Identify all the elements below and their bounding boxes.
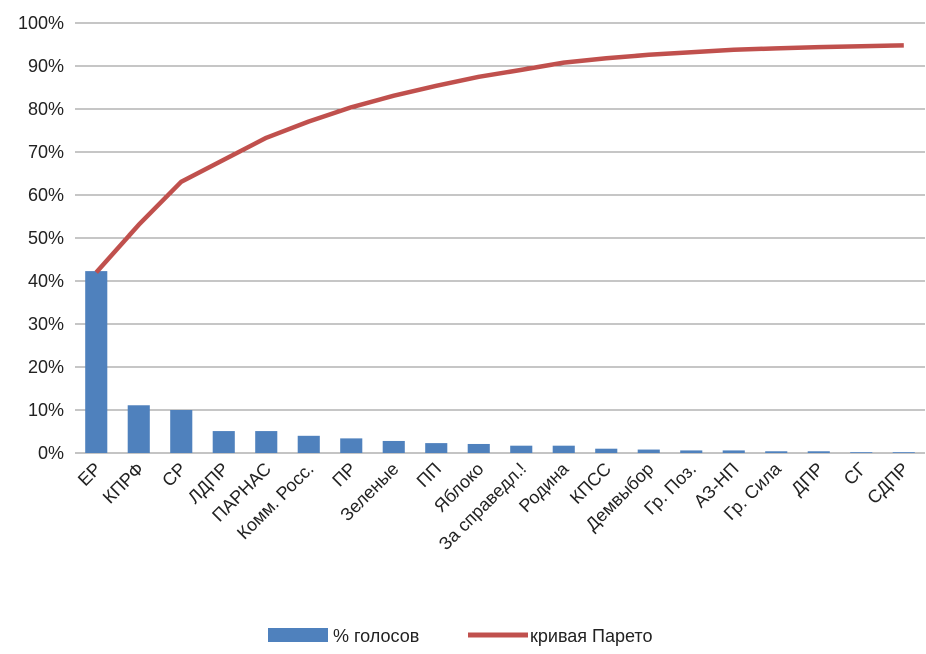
bar xyxy=(850,452,873,453)
bar xyxy=(425,443,448,453)
bar xyxy=(680,450,703,453)
y-tick-label: 90% xyxy=(28,56,64,76)
x-tick-label: СДПР xyxy=(863,459,912,508)
y-tick-label: 0% xyxy=(38,443,64,463)
bar-series xyxy=(85,271,915,453)
bar xyxy=(127,405,150,453)
bar xyxy=(467,443,490,453)
bar xyxy=(595,448,618,453)
legend-bar-label: % голосов xyxy=(333,626,419,646)
y-axis: 0% 10% 20% 30% 40% 50% 60% 70% 80% 90% 100% xyxy=(18,13,64,463)
bar xyxy=(552,445,575,453)
bar xyxy=(722,450,745,453)
bar xyxy=(892,452,915,453)
bar xyxy=(637,449,660,453)
bar xyxy=(382,440,405,453)
grid-lines xyxy=(75,22,925,454)
legend-bar-swatch xyxy=(268,628,328,642)
x-tick-label: ПР xyxy=(328,459,360,491)
pareto-line-series xyxy=(94,43,904,274)
bar xyxy=(212,431,235,453)
bar xyxy=(340,438,363,453)
y-tick-label: 80% xyxy=(28,99,64,119)
x-tick-label: ПП xyxy=(413,459,445,491)
y-tick-label: 60% xyxy=(28,185,64,205)
bar xyxy=(510,445,533,453)
x-tick-label: СГ xyxy=(840,459,870,489)
x-tick-label: ЕР xyxy=(74,459,105,490)
pareto-line xyxy=(94,43,904,274)
bar xyxy=(807,451,830,453)
bar xyxy=(255,431,278,453)
y-tick-label: 30% xyxy=(28,314,64,334)
y-tick-label: 20% xyxy=(28,357,64,377)
bar xyxy=(85,271,108,453)
x-tick-label: ДПР xyxy=(787,459,827,499)
y-tick-label: 10% xyxy=(28,400,64,420)
bar xyxy=(765,451,788,453)
y-tick-label: 40% xyxy=(28,271,64,291)
y-tick-label: 70% xyxy=(28,142,64,162)
legend: % голосов кривая Парето xyxy=(268,626,652,646)
bar xyxy=(297,435,320,453)
x-tick-label: КПРФ xyxy=(99,459,148,508)
y-tick-label: 100% xyxy=(18,13,64,33)
bar xyxy=(170,410,193,453)
legend-line-label: кривая Парето xyxy=(530,626,652,646)
y-tick-label: 50% xyxy=(28,228,64,248)
x-tick-label: СР xyxy=(158,459,190,491)
